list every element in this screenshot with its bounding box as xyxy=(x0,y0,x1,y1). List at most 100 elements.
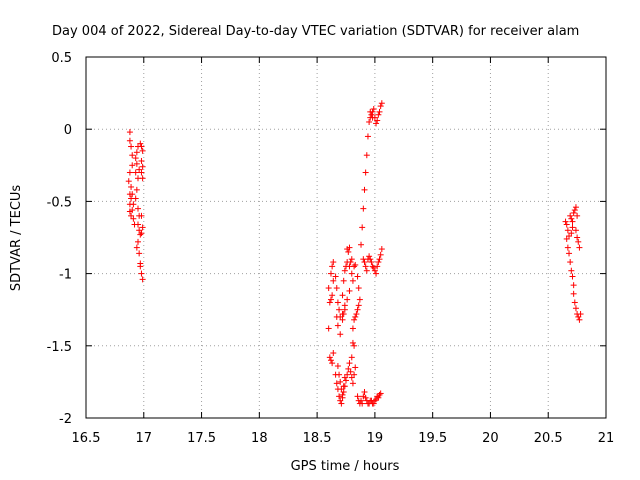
data-point-marker xyxy=(129,191,136,198)
data-point-marker xyxy=(570,290,577,297)
data-point-marker xyxy=(347,259,354,266)
data-point-marker xyxy=(333,285,340,292)
x-tick-label: 16.5 xyxy=(72,431,101,446)
data-point-marker xyxy=(346,287,353,294)
data-point-marker xyxy=(129,207,136,214)
data-point-marker xyxy=(340,383,347,390)
data-point-marker xyxy=(376,391,383,398)
data-point-marker xyxy=(377,103,384,110)
data-point-marker xyxy=(378,246,385,253)
data-point-marker xyxy=(334,299,341,306)
data-point-marker xyxy=(572,227,579,234)
data-point-marker xyxy=(360,205,367,212)
data-point-marker xyxy=(337,331,344,338)
x-tick-label: 17 xyxy=(136,431,153,446)
data-point-marker xyxy=(329,292,336,299)
data-point-marker xyxy=(325,285,332,292)
data-point-marker xyxy=(326,299,333,306)
data-point-marker xyxy=(363,152,370,159)
data-point-marker xyxy=(374,263,381,270)
data-point-marker xyxy=(354,393,361,400)
data-point-marker xyxy=(376,256,383,263)
data-point-marker xyxy=(139,224,146,231)
y-tick-label: 0 xyxy=(64,123,72,138)
data-point-marker xyxy=(571,207,578,214)
data-point-marker xyxy=(352,261,359,268)
data-point-marker xyxy=(347,368,354,375)
chart-title: Day 004 of 2022, Sidereal Day-to-day VTE… xyxy=(52,24,579,39)
data-point-marker xyxy=(132,169,139,176)
data-point-marker xyxy=(130,215,137,222)
data-point-marker xyxy=(376,108,383,115)
data-point-marker xyxy=(130,201,137,208)
data-point-marker xyxy=(348,354,355,361)
data-point-marker xyxy=(327,357,334,364)
data-point-marker xyxy=(128,183,135,190)
x-tick-label: 17.5 xyxy=(187,431,216,446)
data-point-marker xyxy=(568,230,575,237)
data-point-marker xyxy=(568,215,575,222)
data-point-marker xyxy=(571,299,578,306)
data-point-marker xyxy=(563,221,570,228)
data-point-marker xyxy=(575,238,582,245)
data-point-marker xyxy=(355,302,362,309)
y-tick-label: -2 xyxy=(59,412,72,427)
data-point-marker xyxy=(332,273,339,280)
data-point-marker xyxy=(341,374,348,381)
data-point-marker xyxy=(329,263,336,270)
data-point-marker xyxy=(567,259,574,266)
data-point-marker xyxy=(132,155,139,162)
x-tick-label: 18.5 xyxy=(303,431,332,446)
data-point-marker xyxy=(330,259,337,266)
data-point-marker xyxy=(369,114,376,121)
data-point-marker xyxy=(358,241,365,248)
data-point-marker xyxy=(139,276,146,283)
data-point-marker xyxy=(570,209,577,216)
data-point-marker xyxy=(359,400,366,407)
data-point-marker xyxy=(363,267,370,274)
data-point-marker xyxy=(138,169,145,176)
data-point-marker xyxy=(338,400,345,407)
data-point-marker xyxy=(128,143,135,150)
data-point-marker xyxy=(138,212,145,219)
data-point-marker xyxy=(572,204,579,211)
data-point-marker xyxy=(333,380,340,387)
data-point-marker xyxy=(336,306,343,313)
data-point-marker xyxy=(349,277,356,284)
data-point-marker xyxy=(349,325,356,332)
data-point-marker xyxy=(563,235,570,242)
data-point-marker xyxy=(346,360,353,367)
data-point-marker xyxy=(138,157,145,164)
data-point-marker xyxy=(370,400,377,407)
data-point-marker xyxy=(569,218,576,225)
data-point-marker xyxy=(330,277,337,284)
data-point-marker xyxy=(340,277,347,284)
data-point-marker xyxy=(364,133,371,140)
data-point-marker xyxy=(337,378,344,385)
data-point-marker xyxy=(569,273,576,280)
data-point-marker xyxy=(126,129,133,136)
data-point-marker xyxy=(138,143,145,150)
data-point-marker xyxy=(326,354,333,361)
data-point-marker xyxy=(138,230,145,237)
data-point-marker xyxy=(349,380,356,387)
data-point-marker xyxy=(349,339,356,346)
data-point-marker xyxy=(370,105,377,112)
data-point-marker xyxy=(139,163,146,170)
data-point-marker xyxy=(329,360,336,367)
data-points xyxy=(125,100,584,407)
data-point-marker xyxy=(352,313,359,320)
data-point-marker xyxy=(135,205,141,212)
data-point-marker xyxy=(126,169,133,176)
data-point-marker xyxy=(137,231,144,238)
data-point-marker xyxy=(375,111,382,118)
data-point-marker xyxy=(345,248,352,255)
data-point-marker xyxy=(359,224,366,231)
x-tick-label: 19 xyxy=(367,431,384,446)
data-point-marker xyxy=(348,270,355,277)
data-point-marker xyxy=(339,316,346,323)
data-point-marker xyxy=(133,149,140,156)
data-point-marker xyxy=(354,306,361,313)
data-point-marker xyxy=(137,263,144,270)
